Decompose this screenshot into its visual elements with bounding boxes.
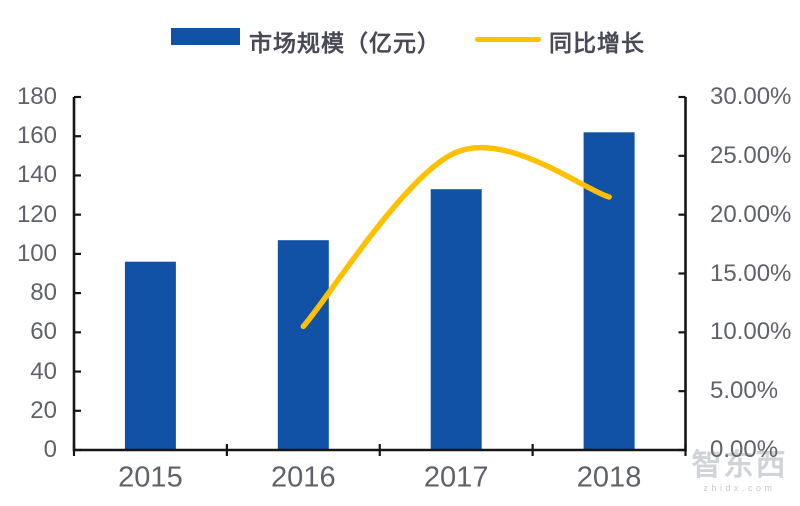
bar-2015 — [124, 261, 176, 450]
watermark-logo: 智东西 — [691, 449, 788, 482]
legend-line-label: 同比增长 — [549, 30, 645, 56]
legend-line-swatch — [475, 37, 541, 42]
growth-line — [300, 144, 612, 330]
watermark-domain: zhidx.com — [703, 483, 776, 493]
legend-bar-swatch — [171, 28, 240, 45]
bar-2018 — [583, 132, 635, 451]
legend-bar-label: 市场规模（亿元） — [249, 30, 441, 56]
bar-2017 — [430, 189, 482, 450]
bar-2016 — [277, 240, 329, 450]
watermark: 智东西 zhidx.com — [682, 449, 797, 493]
